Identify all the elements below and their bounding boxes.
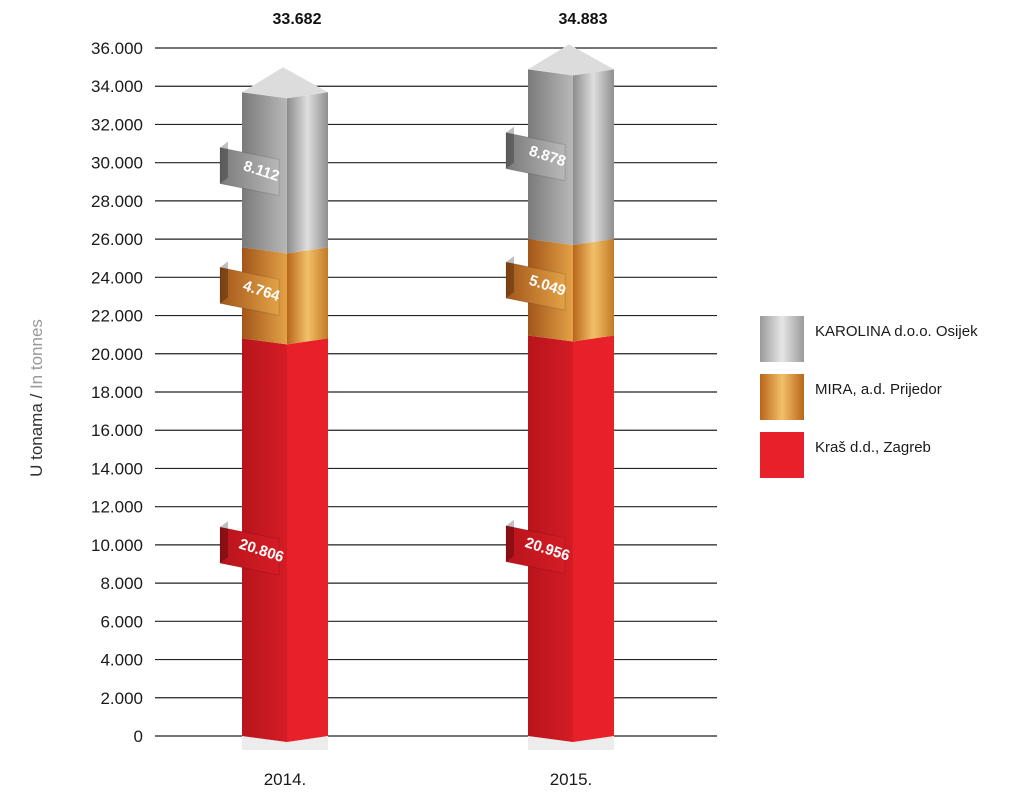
- legend-label: KAROLINA d.o.o. Osijek: [815, 323, 978, 340]
- bar-segment-right-face: [573, 69, 614, 246]
- y-tick-label: 2.000: [100, 689, 143, 708]
- legend-label: MIRA, a.d. Prijedor: [815, 381, 942, 398]
- bar-segment-label-band-edge: [220, 261, 228, 304]
- bar-total-label: 34.883: [559, 11, 608, 28]
- bars-layer: [219, 44, 614, 750]
- bar-segment-right-face: [287, 92, 328, 254]
- bar-segment-label-band-edge: [506, 126, 514, 169]
- y-tick-label: 26.000: [91, 230, 143, 249]
- y-axis-label: U tonama / In tonnes: [27, 319, 46, 477]
- y-tick-label: 4.000: [100, 651, 143, 670]
- bar-segment-right-face: [287, 338, 328, 742]
- legend-swatch: [760, 374, 804, 420]
- y-tick-label: 0: [134, 727, 143, 746]
- legend-label: Kraš d.d., Zagreb: [815, 439, 931, 456]
- y-tick-label: 30.000: [91, 154, 143, 173]
- legend-swatch: [760, 432, 804, 478]
- bar-segment-label-band-edge: [220, 521, 228, 564]
- legend-item: KAROLINA d.o.o. Osijek: [760, 316, 978, 362]
- bar-segment-label-band: [505, 525, 566, 575]
- y-tick-label: 8.000: [100, 574, 143, 593]
- y-tick-label: 16.000: [91, 421, 143, 440]
- y-tick-label: 12.000: [91, 498, 143, 517]
- bar-base-shadow: [528, 736, 614, 750]
- bar-base-shadow: [242, 736, 328, 750]
- y-tick-label: 14.000: [91, 459, 143, 478]
- bar-segment: [505, 239, 614, 342]
- bar-segment: [219, 92, 328, 254]
- y-tick-label: 36.000: [91, 39, 143, 58]
- bar-segment: [219, 247, 328, 345]
- bar-segment: [505, 69, 614, 246]
- bar-segment-right-face: [573, 239, 614, 342]
- y-tick-label: 6.000: [100, 612, 143, 631]
- y-axis: 0 2.000 4.000 6.000 8.000 10.000 12.000 14.000 1…: [91, 39, 143, 746]
- legend-swatch: [760, 316, 804, 362]
- bar-segment-label-band: [505, 261, 566, 311]
- bar-segment: [505, 335, 614, 742]
- y-tick-label: 22.000: [91, 307, 143, 326]
- y-tick-label: 20.000: [91, 345, 143, 364]
- y-tick-label: 18.000: [91, 383, 143, 402]
- y-tick-label: 34.000: [91, 77, 143, 96]
- bar-segment-label-band-edge: [220, 141, 228, 184]
- legend-item: Kraš d.d., Zagreb: [760, 432, 931, 478]
- bar-segment-label-band: [219, 146, 280, 197]
- bar-top-cap: [528, 44, 614, 76]
- y-tick-label: 28.000: [91, 192, 143, 211]
- bar-segment-label-band-edge: [506, 519, 514, 562]
- bar-segment-right-face: [287, 247, 328, 345]
- y-axis-label-main: U tonama: [27, 403, 46, 477]
- bar-segment-label-band: [219, 266, 280, 317]
- bar-top-cap: [242, 67, 328, 99]
- y-axis-label-alt: In tonnes: [27, 319, 46, 389]
- y-tick-label: 32.000: [91, 115, 143, 134]
- bar-segment-label-band: [219, 526, 280, 576]
- bar-segment-label-band-edge: [506, 256, 514, 299]
- x-category-label: 2014.: [264, 770, 307, 789]
- y-axis-label-separator: /: [27, 389, 46, 403]
- bar-segment-right-face: [573, 335, 614, 742]
- legend: KAROLINA d.o.o. Osijek MIRA, a.d. Prijedo…: [760, 316, 978, 478]
- y-tick-label: 24.000: [91, 268, 143, 287]
- y-tick-label: 10.000: [91, 536, 143, 555]
- x-category-label: 2015.: [550, 770, 593, 789]
- bar-segment-label-band: [505, 132, 566, 182]
- bar-segment: [219, 338, 328, 742]
- legend-item: MIRA, a.d. Prijedor: [760, 374, 942, 420]
- bar-total-label: 33.682: [273, 11, 322, 28]
